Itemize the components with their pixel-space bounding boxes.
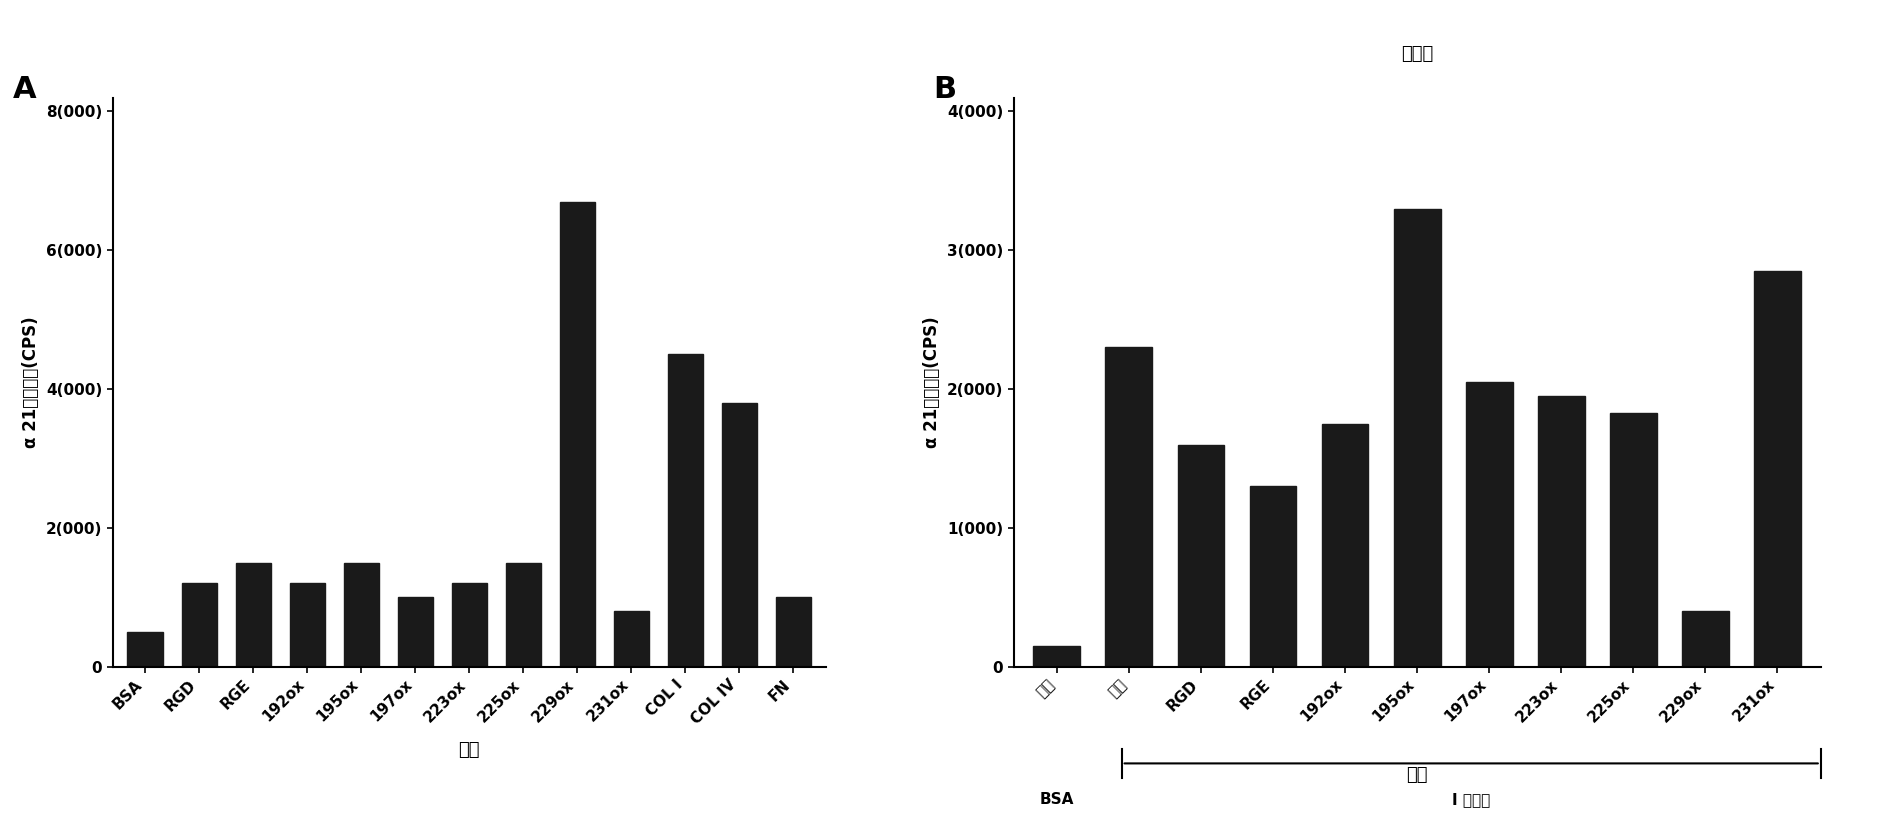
Y-axis label: α 21区的结合(CPS): α 21区的结合(CPS): [23, 316, 39, 448]
Bar: [128, 632, 163, 667]
Bar: [343, 563, 379, 667]
Bar: [452, 584, 486, 667]
Bar: [723, 403, 756, 667]
X-axis label: 配体: 配体: [458, 741, 481, 759]
Bar: [1250, 486, 1297, 667]
Bar: [235, 563, 270, 667]
Bar: [182, 584, 216, 667]
Bar: [398, 598, 434, 667]
Bar: [1321, 424, 1368, 667]
Text: I 型胶原: I 型胶原: [1453, 792, 1490, 806]
Text: BSA: BSA: [1040, 792, 1074, 806]
Bar: [775, 598, 811, 667]
Bar: [1106, 347, 1152, 667]
Bar: [1610, 413, 1657, 667]
Text: A: A: [13, 75, 36, 104]
Text: B: B: [933, 75, 955, 104]
Bar: [1537, 396, 1584, 667]
Bar: [1395, 209, 1440, 667]
Bar: [1466, 382, 1513, 667]
Bar: [289, 584, 325, 667]
Bar: [559, 202, 595, 667]
Text: 抜制剂: 抜制剂: [1400, 46, 1434, 63]
Bar: [1682, 611, 1729, 667]
Bar: [614, 611, 649, 667]
Y-axis label: α 21区的结合(CPS): α 21区的结合(CPS): [923, 316, 940, 448]
Bar: [505, 563, 541, 667]
Bar: [1034, 646, 1081, 667]
X-axis label: 配体: 配体: [1406, 767, 1428, 785]
Bar: [1753, 271, 1800, 667]
Bar: [668, 354, 704, 667]
Bar: [1177, 445, 1224, 667]
